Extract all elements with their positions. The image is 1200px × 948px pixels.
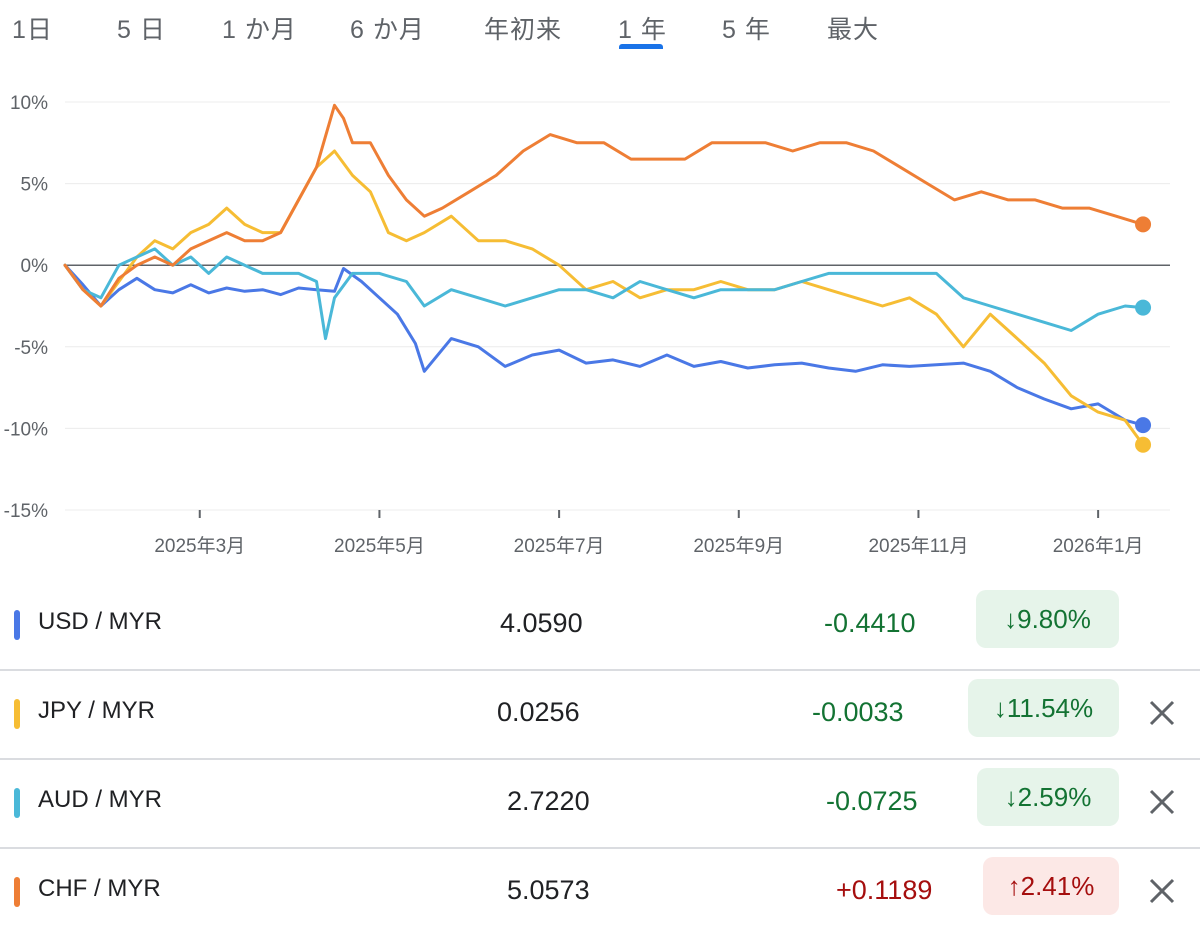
- series-end-point-usd-myr: [1135, 417, 1152, 434]
- arrow-icon: ↓: [1004, 781, 1018, 812]
- series-line-usd-myr: [63, 263, 1145, 427]
- tab-max[interactable]: 最大: [827, 16, 880, 44]
- close-icon[interactable]: [1146, 697, 1178, 729]
- currency-row-aud[interactable]: AUD / MYR 2.7220 -0.0725 ↓ 2.59%: [0, 758, 1200, 849]
- y-tick-label: -10%: [4, 419, 48, 440]
- pair-label: AUD / MYR: [38, 786, 163, 813]
- series-line-jpy-myr: [63, 149, 1145, 447]
- series-line-aud-myr: [63, 247, 1145, 341]
- change-value: -0.4410: [824, 608, 916, 638]
- arrow-icon: ↓: [993, 692, 1007, 723]
- y-tick-label: -15%: [4, 501, 48, 522]
- change-value: -0.0033: [812, 697, 904, 727]
- price-value: 0.0256: [497, 697, 580, 727]
- x-tick-label: 2025年11月: [868, 535, 968, 557]
- series-end-point-jpy-myr: [1135, 436, 1152, 453]
- change-value: +0.1189: [836, 875, 933, 905]
- y-tick-label: 10%: [10, 93, 48, 114]
- currency-row-jpy[interactable]: JPY / MYR 0.0256 -0.0033 ↓ 11.54%: [0, 669, 1200, 760]
- x-tick-label: 2025年3月: [154, 535, 245, 557]
- series-line-chf-myr: [63, 103, 1145, 308]
- tab-ytd[interactable]: 年初来: [484, 16, 563, 44]
- price-value: 5.0573: [507, 875, 590, 905]
- arrow-icon: ↓: [1004, 603, 1018, 634]
- percent-badge: ↓ 11.54%: [968, 679, 1119, 737]
- price-value: 4.0590: [500, 608, 583, 638]
- x-tick-label: 2025年9月: [693, 535, 784, 557]
- y-tick-label: -5%: [14, 338, 48, 359]
- percent-value: 2.41%: [1020, 870, 1095, 901]
- series-color-swatch: [14, 610, 20, 640]
- line-chart[interactable]: 10% 5% 0% -5% -10% -15% 2025年3月 2025年5月 2025年7月 2…: [0, 70, 1200, 560]
- percent-badge: ↓ 9.80%: [976, 590, 1119, 648]
- change-value: -0.0725: [826, 786, 918, 816]
- percent-value: 11.54%: [1006, 692, 1094, 723]
- series-color-swatch: [14, 788, 20, 818]
- tab-5y[interactable]: 5 年: [722, 16, 771, 44]
- arrow-icon: ↑: [1007, 870, 1021, 901]
- tab-6m[interactable]: 6 か月: [350, 16, 425, 44]
- pair-label: USD / MYR: [38, 608, 163, 635]
- series-end-point-aud-myr: [1135, 299, 1152, 316]
- y-tick-label: 5%: [21, 175, 49, 196]
- tab-1y[interactable]: 1 年: [618, 16, 667, 44]
- percent-value: 9.80%: [1017, 603, 1091, 634]
- tab-1m[interactable]: 1 か月: [222, 16, 297, 44]
- series-color-swatch: [14, 699, 20, 729]
- currency-row-usd[interactable]: USD / MYR 4.0590 -0.4410 ↓ 9.80%: [0, 580, 1200, 671]
- close-icon[interactable]: [1146, 875, 1178, 907]
- percent-value: 2.59%: [1017, 781, 1092, 812]
- tab-5d[interactable]: 5 日: [117, 16, 166, 44]
- pair-label: CHF / MYR: [38, 875, 161, 902]
- x-tick-label: 2025年5月: [334, 535, 425, 557]
- x-tick-label: 2025年7月: [514, 535, 605, 557]
- close-icon[interactable]: [1146, 786, 1178, 818]
- active-tab-indicator: [619, 44, 663, 49]
- series-color-swatch: [14, 877, 20, 907]
- price-value: 2.7220: [507, 786, 590, 816]
- tab-1d[interactable]: 1日: [12, 16, 53, 44]
- x-tick-label: 2026年1月: [1053, 535, 1144, 557]
- currency-row-chf[interactable]: CHF / MYR 5.0573 +0.1189 ↑ 2.41%: [0, 847, 1200, 936]
- range-tabs: 1日 5 日 1 か月 6 か月 年初来 1 年 5 年 最大: [0, 0, 1200, 56]
- y-tick-label: 0%: [21, 256, 49, 277]
- series-end-point-chf-myr: [1135, 216, 1152, 233]
- percent-badge: ↓ 2.59%: [977, 768, 1119, 826]
- pair-label: JPY / MYR: [38, 697, 155, 724]
- percent-badge: ↑ 2.41%: [983, 857, 1119, 915]
